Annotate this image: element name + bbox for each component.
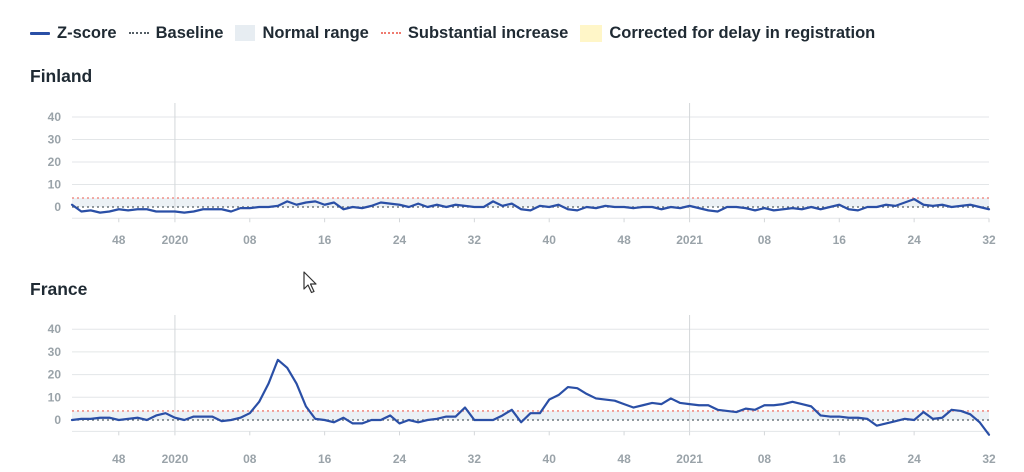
baseline-dotted-swatch (129, 32, 149, 34)
finland-x-tick-label: 24 (393, 233, 407, 247)
france-y-tick-label: 30 (48, 345, 62, 359)
finland-y-tick-label: 0 (54, 200, 61, 214)
legend-corrected-label: Corrected for delay in registration (609, 24, 875, 43)
finland-x-tick-label: 32 (468, 233, 482, 247)
finland-y-tick-label: 20 (48, 155, 62, 169)
zscore-line-swatch (30, 32, 50, 35)
chart-title-finland: Finland (30, 66, 92, 87)
france-x-tick-label: 16 (318, 452, 332, 466)
legend-normal-range-label: Normal range (262, 24, 368, 43)
france-x-tick-label: 08 (758, 452, 772, 466)
finland-x-tick-label: 48 (617, 233, 631, 247)
legend-baseline-label: Baseline (156, 24, 224, 43)
finland-x-tick-label: 24 (907, 233, 921, 247)
finland-normal-range-band (72, 198, 989, 207)
finland-y-tick-label: 40 (48, 110, 62, 124)
chart-title-france: France (30, 279, 87, 300)
chart-finland: 0 10 20 30 40 48 2020 08 16 24 32 40 48 2021 08 16 24 32 (0, 96, 1024, 256)
legend-normal-range[interactable]: Normal range (235, 24, 368, 43)
france-x-tick-label: 48 (617, 452, 631, 466)
finland-x-tick-label: 08 (243, 233, 257, 247)
legend-zscore-label: Z-score (57, 24, 117, 43)
france-x-tick-label: 40 (543, 452, 557, 466)
legend-zscore[interactable]: Z-score (30, 24, 117, 43)
france-y-tick-label: 10 (48, 390, 62, 404)
finland-x-tick-label: 16 (318, 233, 332, 247)
france-x-tick-label: 24 (907, 452, 921, 466)
substantial-increase-swatch (381, 32, 401, 34)
mouse-pointer-icon (303, 271, 321, 295)
legend-corrected[interactable]: Corrected for delay in registration (580, 24, 875, 43)
france-x-tick-label: 08 (243, 452, 257, 466)
france-x-tick-label: 24 (393, 452, 407, 466)
france-x-tick-label: 48 (112, 452, 126, 466)
finland-x-tick-label: 2021 (676, 233, 703, 247)
finland-x-tick-label: 2020 (162, 233, 189, 247)
france-x-tick-label: 2021 (676, 452, 703, 466)
finland-y-tick-label: 30 (48, 133, 62, 147)
france-x-tick-label: 32 (982, 452, 996, 466)
finland-x-tick-label: 48 (112, 233, 126, 247)
finland-x-tick-label: 16 (833, 233, 847, 247)
legend-baseline[interactable]: Baseline (129, 24, 224, 43)
finland-x-tick-label: 08 (758, 233, 772, 247)
normal-range-swatch (235, 25, 255, 41)
finland-x-tick-label: 40 (543, 233, 557, 247)
france-x-tick-label: 32 (468, 452, 482, 466)
legend-substantial-increase-label: Substantial increase (408, 24, 568, 43)
corrected-swatch (580, 25, 602, 42)
finland-y-tick-label: 10 (48, 178, 62, 192)
legend: Z-score Baseline Normal range Substantia… (30, 22, 887, 44)
chart-france: 0 10 20 30 40 48 2020 08 16 24 32 40 48 2021 08 16 24 32 (0, 308, 1024, 472)
finland-x-tick-label: 32 (982, 233, 996, 247)
france-y-tick-label: 20 (48, 368, 62, 382)
france-y-tick-label: 40 (48, 322, 62, 336)
france-x-tick-label: 16 (833, 452, 847, 466)
legend-substantial-increase[interactable]: Substantial increase (381, 24, 568, 43)
france-y-tick-label: 0 (54, 413, 61, 427)
france-x-tick-label: 2020 (162, 452, 189, 466)
